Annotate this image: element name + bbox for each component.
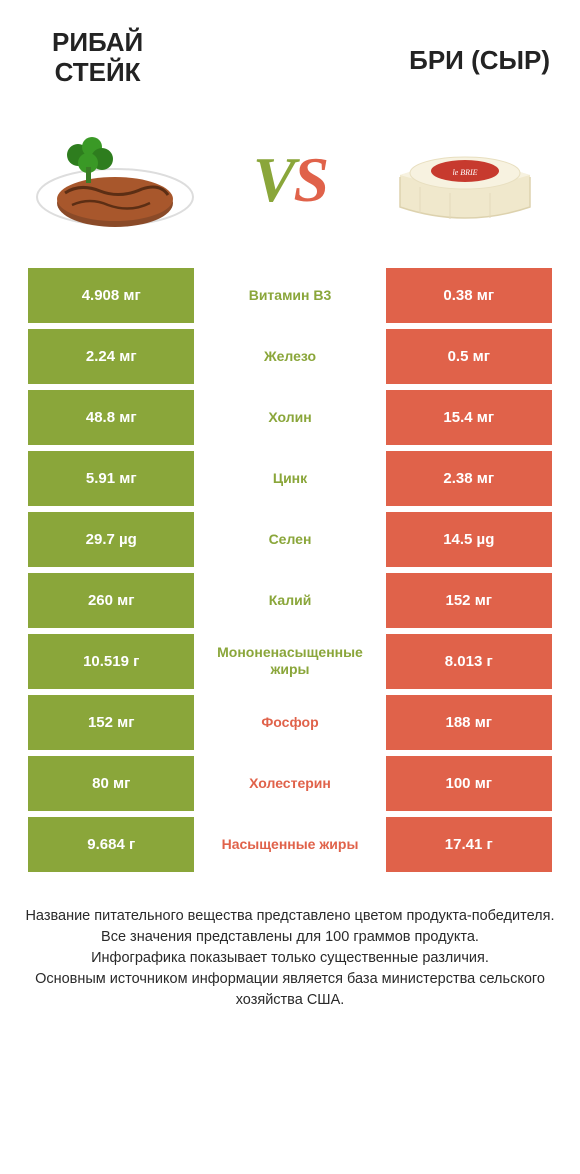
footer-line: Инфографика показывает только существенн… xyxy=(14,948,566,969)
right-value: 2.38 мг xyxy=(386,451,552,506)
left-value: 48.8 мг xyxy=(28,390,194,445)
right-value: 8.013 г xyxy=(386,634,552,689)
left-value: 10.519 г xyxy=(28,634,194,689)
left-product-image xyxy=(30,115,200,245)
left-value: 152 мг xyxy=(28,695,194,750)
table-row: 5.91 мгЦинк2.38 мг xyxy=(28,451,552,506)
nutrient-name: Мононенасыщенные жиры xyxy=(194,634,385,689)
right-value: 0.38 мг xyxy=(386,268,552,323)
table-row: 4.908 мгВитамин B30.38 мг xyxy=(28,268,552,323)
right-value: 0.5 мг xyxy=(386,329,552,384)
table-row: 152 мгФосфор188 мг xyxy=(28,695,552,750)
svg-text:le BRIE: le BRIE xyxy=(452,168,477,177)
left-value: 29.7 µg xyxy=(28,512,194,567)
nutrient-name: Холестерин xyxy=(194,756,385,811)
vs-v: V xyxy=(253,144,294,215)
nutrient-name: Калий xyxy=(194,573,385,628)
right-value: 14.5 µg xyxy=(386,512,552,567)
table-row: 10.519 гМононенасыщенные жиры8.013 г xyxy=(28,634,552,689)
vs-s: S xyxy=(294,144,328,215)
table-row: 29.7 µgСелен14.5 µg xyxy=(28,512,552,567)
left-value: 5.91 мг xyxy=(28,451,194,506)
images-row: VS le BRIE xyxy=(0,98,580,268)
table-row: 48.8 мгХолин15.4 мг xyxy=(28,390,552,445)
nutrient-name: Насыщенные жиры xyxy=(194,817,385,872)
right-value: 188 мг xyxy=(386,695,552,750)
right-value: 17.41 г xyxy=(386,817,552,872)
footer-line: Все значения представлены для 100 граммо… xyxy=(14,927,566,948)
left-product-title: РИБАЙСТЕЙК xyxy=(52,28,143,88)
table-row: 2.24 мгЖелезо0.5 мг xyxy=(28,329,552,384)
footer-line: Название питательного вещества представл… xyxy=(14,906,566,927)
left-value: 260 мг xyxy=(28,573,194,628)
table-row: 9.684 гНасыщенные жиры17.41 г xyxy=(28,817,552,872)
nutrient-name: Холин xyxy=(194,390,385,445)
nutrient-name: Цинк xyxy=(194,451,385,506)
table-row: 260 мгКалий152 мг xyxy=(28,573,552,628)
vs-label: VS xyxy=(253,143,327,217)
left-value: 2.24 мг xyxy=(28,329,194,384)
header: РИБАЙСТЕЙК БРИ (СЫР) xyxy=(0,0,580,98)
nutrient-name: Фосфор xyxy=(194,695,385,750)
right-value: 152 мг xyxy=(386,573,552,628)
nutrient-name: Железо xyxy=(194,329,385,384)
right-product-image: le BRIE xyxy=(380,115,550,245)
footer-line: Основным источником информации является … xyxy=(14,969,566,1011)
right-product-title: БРИ (СЫР) xyxy=(409,46,550,88)
nutrient-table: 4.908 мгВитамин B30.38 мг 2.24 мгЖелезо0.… xyxy=(0,268,580,872)
footer-notes: Название питательного вещества представл… xyxy=(0,878,580,1011)
nutrient-name: Селен xyxy=(194,512,385,567)
table-row: 80 мгХолестерин100 мг xyxy=(28,756,552,811)
nutrient-name: Витамин B3 xyxy=(194,268,385,323)
left-value: 80 мг xyxy=(28,756,194,811)
left-value: 9.684 г xyxy=(28,817,194,872)
right-value: 100 мг xyxy=(386,756,552,811)
left-value: 4.908 мг xyxy=(28,268,194,323)
right-value: 15.4 мг xyxy=(386,390,552,445)
